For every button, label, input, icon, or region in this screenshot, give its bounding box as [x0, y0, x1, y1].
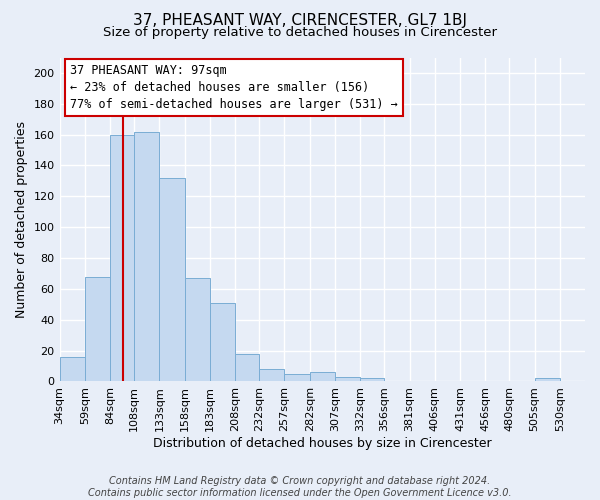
Bar — [360, 378, 384, 382]
Bar — [210, 303, 235, 382]
Bar — [134, 132, 160, 382]
Bar — [59, 357, 85, 382]
Text: Contains HM Land Registry data © Crown copyright and database right 2024.
Contai: Contains HM Land Registry data © Crown c… — [88, 476, 512, 498]
X-axis label: Distribution of detached houses by size in Cirencester: Distribution of detached houses by size … — [153, 437, 491, 450]
Bar — [284, 374, 310, 382]
Bar — [185, 278, 210, 382]
Bar — [235, 354, 259, 382]
Bar — [160, 178, 185, 382]
Bar — [335, 377, 360, 382]
Text: Size of property relative to detached houses in Cirencester: Size of property relative to detached ho… — [103, 26, 497, 39]
Y-axis label: Number of detached properties: Number of detached properties — [15, 121, 28, 318]
Bar — [259, 369, 284, 382]
Bar — [85, 276, 110, 382]
Bar — [110, 134, 134, 382]
Text: 37, PHEASANT WAY, CIRENCESTER, GL7 1BJ: 37, PHEASANT WAY, CIRENCESTER, GL7 1BJ — [133, 12, 467, 28]
Text: 37 PHEASANT WAY: 97sqm
← 23% of detached houses are smaller (156)
77% of semi-de: 37 PHEASANT WAY: 97sqm ← 23% of detached… — [70, 64, 398, 111]
Bar — [310, 372, 335, 382]
Bar — [535, 378, 560, 382]
